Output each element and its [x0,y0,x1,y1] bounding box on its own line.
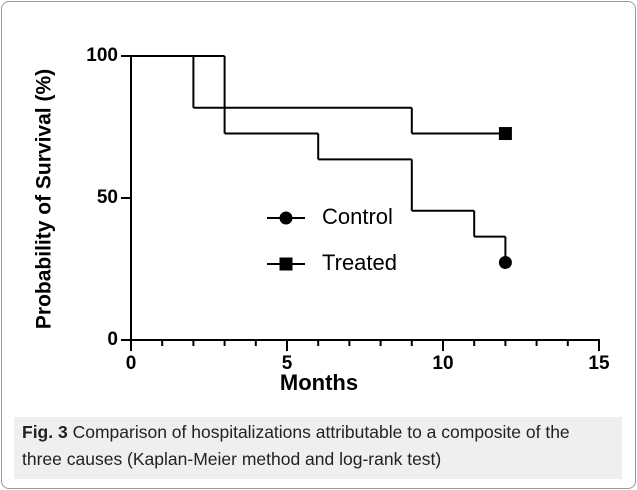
x-tick-label: 5 [282,353,293,374]
x-tick-label: 0 [126,353,137,374]
marker [498,255,512,269]
x-axis-label: Months [280,370,358,395]
legend-label: Control [322,204,393,229]
y-tick-label: 100 [86,45,118,66]
x-tick-label: 15 [588,353,610,374]
marker [279,211,293,225]
caption-label: Fig. 3 [22,422,68,442]
caption-text: Comparison of hospitalizations attributa… [22,422,570,469]
x-tick-label: 10 [432,353,453,374]
caption: Fig. 3 Comparison of hospitalizations at… [14,417,622,479]
y-axis-label: Probability of Survival (%) [33,69,56,329]
y-tick-label: 0 [107,329,118,350]
chart: Months Probability of Survival (%) 0 5 10 1… [33,45,610,395]
legend-label: Treated [322,250,397,275]
y-tick-label: 50 [97,187,118,208]
marker [498,127,512,141]
marker [279,257,293,271]
